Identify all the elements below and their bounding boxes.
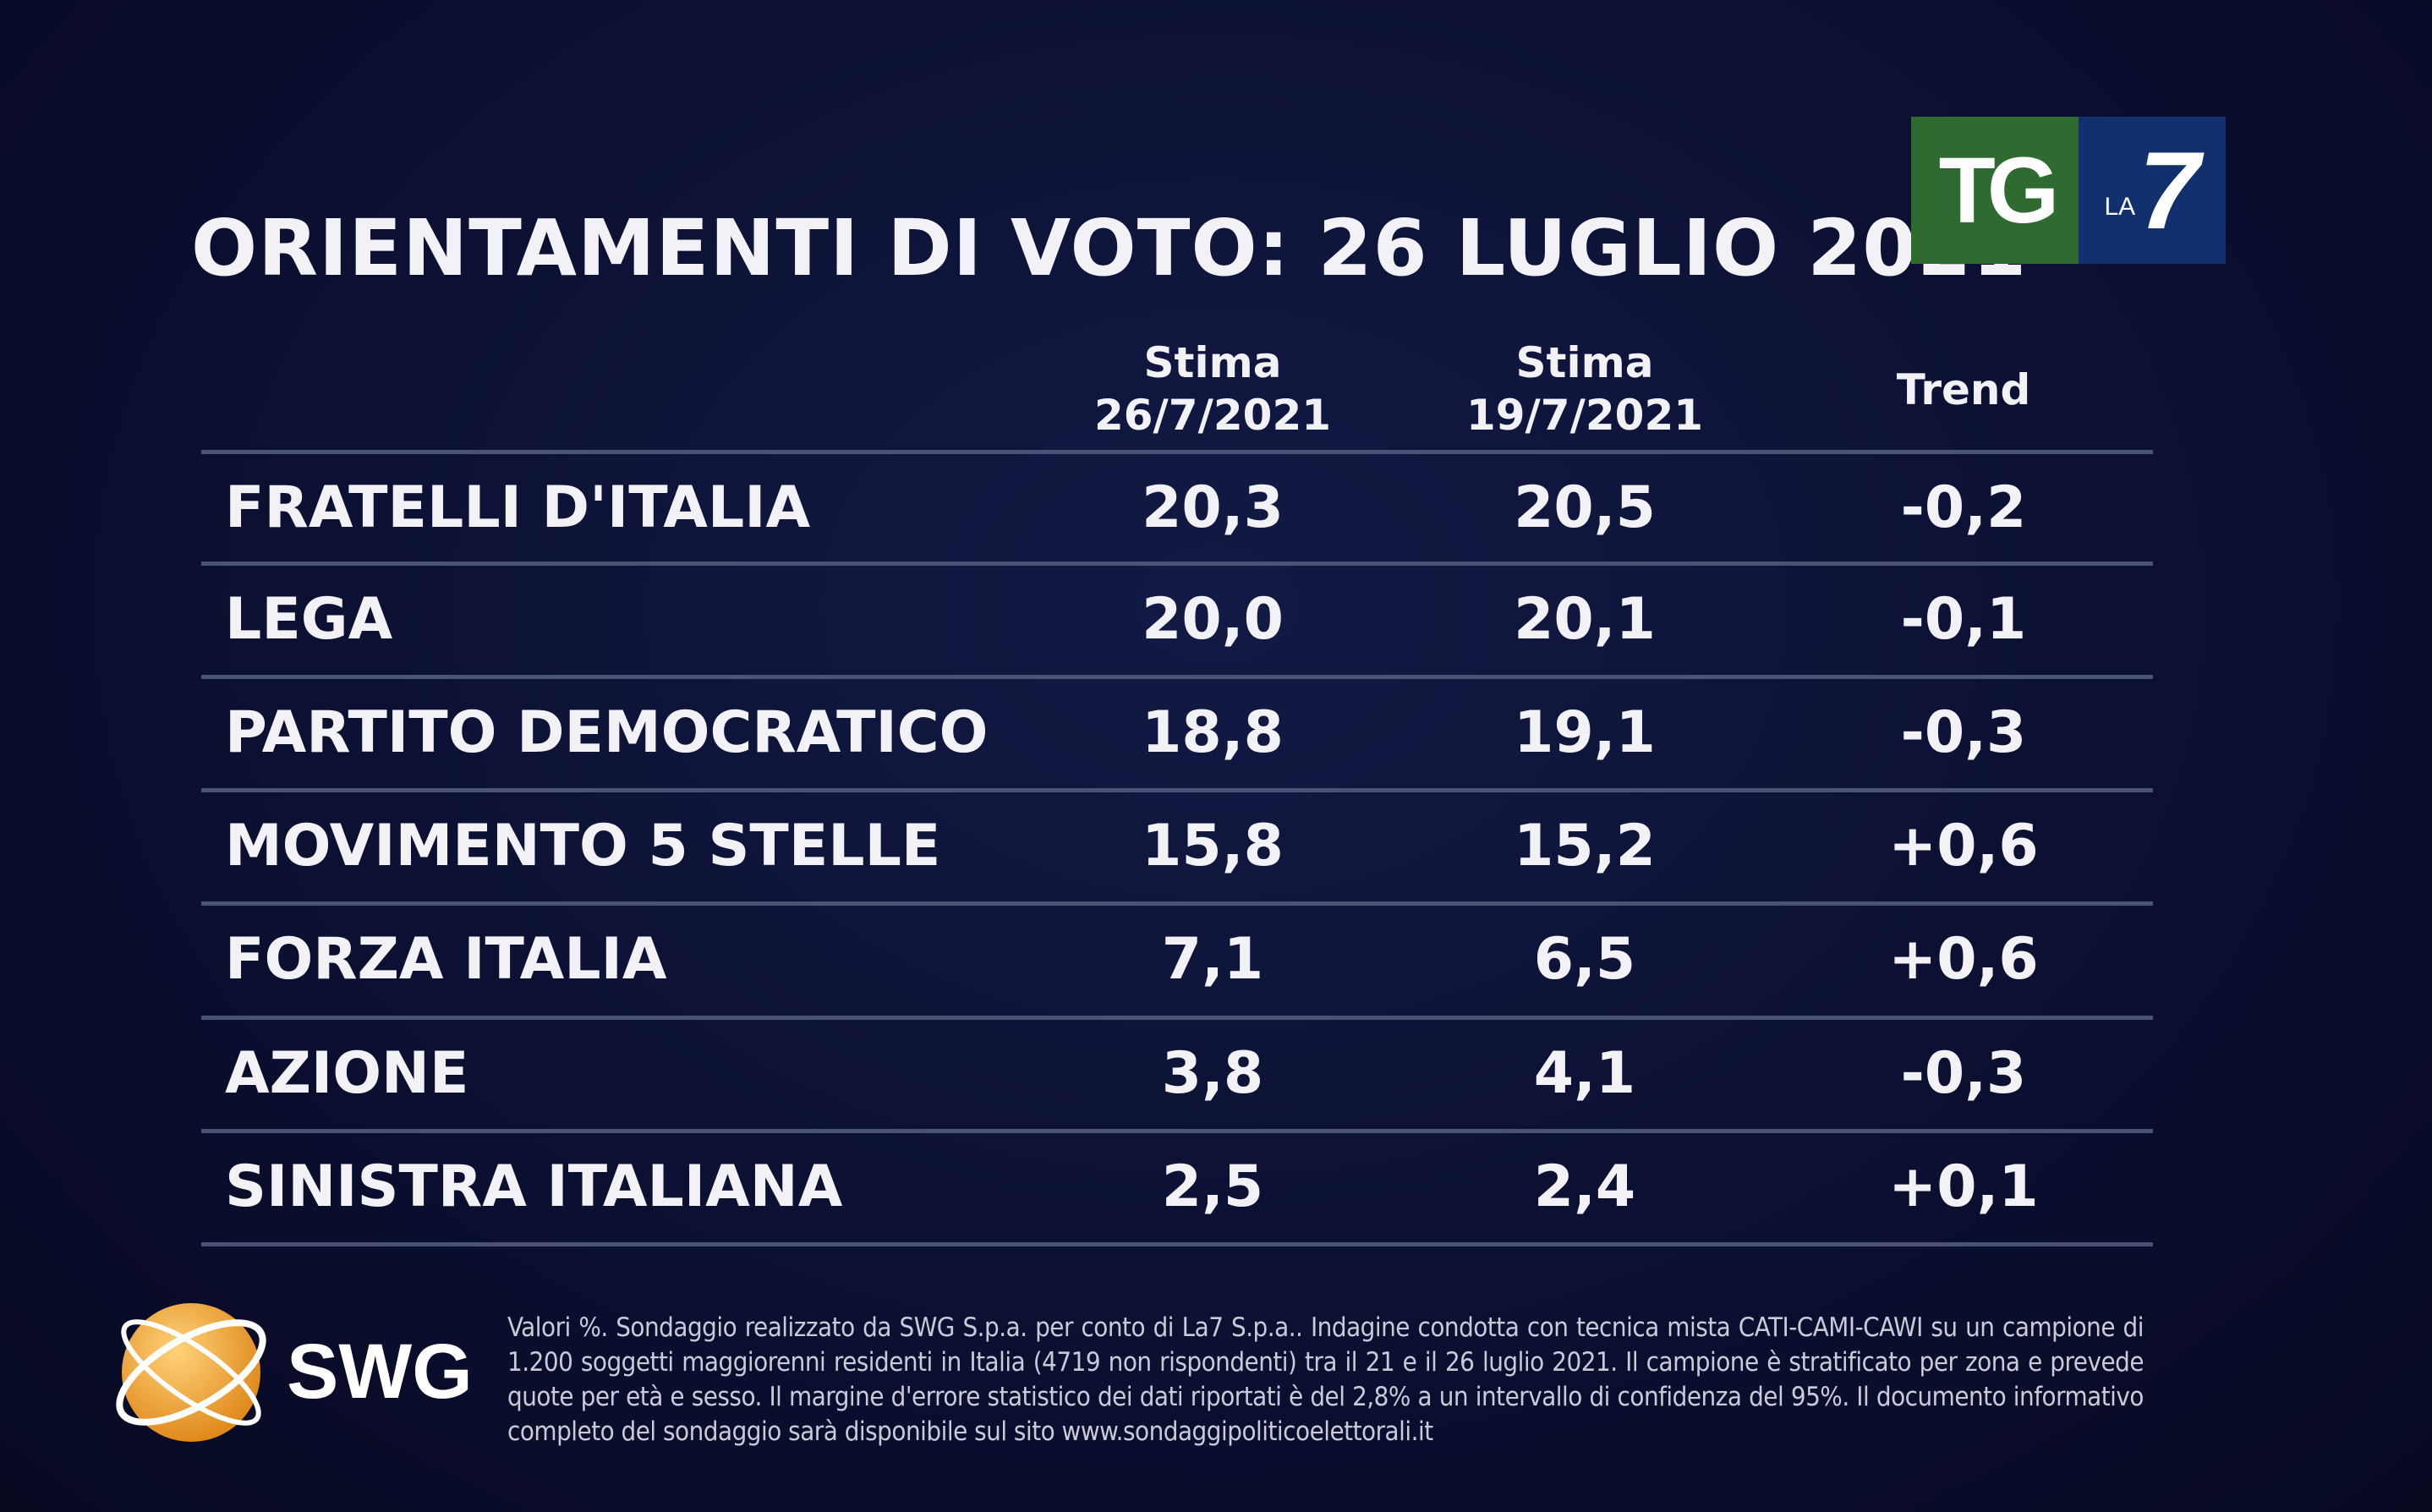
party-name: SINISTRA ITALIANA [225, 1153, 843, 1220]
footnote: Valori %. Sondaggio realizzato da SWG S.… [507, 1312, 2144, 1447]
party-name: FORZA ITALIA [225, 926, 667, 993]
column-header-previous: Stima 19/7/2021 [1416, 337, 1754, 441]
column-header-current: Stima 26/7/2021 [1043, 337, 1382, 441]
page-title: ORIENTAMENTI DI VOTO: 26 LUGLIO 2021 [191, 203, 2028, 293]
swg-label: SWG [287, 1328, 473, 1415]
row-divider [201, 450, 2153, 454]
row-divider [201, 1016, 2153, 1020]
logo-seven: 7 [2139, 129, 2200, 252]
header-line: 19/7/2021 [1465, 391, 1704, 440]
row-divider [201, 1242, 2153, 1246]
previous-estimate: 19,1 [1514, 699, 1656, 766]
row-divider [201, 675, 2153, 679]
previous-estimate: 15,2 [1514, 813, 1656, 879]
row-divider [201, 788, 2153, 792]
row-divider [201, 562, 2153, 566]
tg-la7-logo: TG LA 7 [1911, 117, 2226, 264]
logo-tg: TG [1911, 117, 2079, 264]
previous-estimate: 4,1 [1533, 1040, 1636, 1107]
column-header-trend: Trend [1794, 364, 2133, 416]
table-row: LEGA 20,0 20,1 -0,1 [201, 564, 2153, 676]
trend-value: -0,1 [1900, 586, 2027, 653]
current-estimate: 7,1 [1161, 926, 1264, 993]
table-row: SINISTRA ITALIANA 2,5 2,4 +0,1 [201, 1131, 2153, 1243]
header-line: Trend [1896, 365, 2031, 414]
table-row: MOVIMENTO 5 STELLE 15,8 15,2 +0,6 [201, 791, 2153, 902]
table-row: FRATELLI D'ITALIA 20,3 20,5 -0,2 [201, 452, 2153, 564]
previous-estimate: 2,4 [1533, 1153, 1636, 1220]
row-divider [201, 901, 2153, 906]
trend-value: +0,6 [1888, 926, 2039, 993]
party-name: AZIONE [225, 1040, 469, 1107]
table-row: PARTITO DEMOCRATICO 18,8 19,1 -0,3 [201, 677, 2153, 789]
globe-icon [116, 1303, 266, 1442]
header-line: Stima [1515, 338, 1654, 387]
current-estimate: 18,8 [1142, 699, 1284, 766]
previous-estimate: 6,5 [1533, 926, 1636, 993]
trend-value: -0,2 [1900, 474, 2027, 541]
header-line: 26/7/2021 [1093, 391, 1332, 440]
current-estimate: 3,8 [1161, 1040, 1264, 1107]
current-estimate: 20,0 [1142, 586, 1284, 653]
logo-la7: LA 7 [2079, 117, 2226, 264]
party-name: FRATELLI D'ITALIA [225, 474, 811, 541]
swg-logo: SWG [107, 1292, 479, 1453]
current-estimate: 20,3 [1142, 474, 1284, 541]
trend-value: -0,3 [1900, 1040, 2027, 1107]
table-row: FORZA ITALIA 7,1 6,5 +0,6 [201, 904, 2153, 1016]
party-name: MOVIMENTO 5 STELLE [225, 813, 941, 879]
current-estimate: 15,8 [1142, 813, 1284, 879]
trend-value: +0,6 [1888, 813, 2039, 879]
party-name: PARTITO DEMOCRATICO [225, 699, 989, 766]
previous-estimate: 20,1 [1514, 586, 1656, 653]
row-divider [201, 1129, 2153, 1133]
trend-value: -0,3 [1900, 699, 2027, 766]
previous-estimate: 20,5 [1514, 474, 1656, 541]
logo-la: LA [2104, 193, 2136, 221]
trend-value: +0,1 [1888, 1153, 2039, 1220]
table-row: AZIONE 3,8 4,1 -0,3 [201, 1018, 2153, 1130]
current-estimate: 2,5 [1161, 1153, 1264, 1220]
party-name: LEGA [225, 586, 393, 653]
header-line: Stima [1143, 338, 1282, 387]
